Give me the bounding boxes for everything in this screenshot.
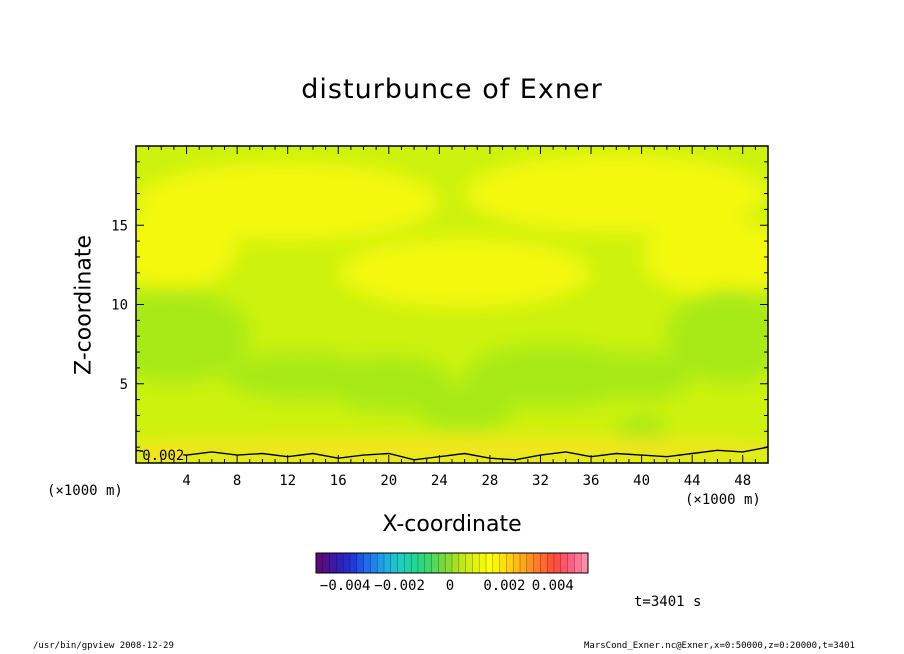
colorbar-swatch: [526, 553, 535, 573]
field-region: [338, 237, 592, 308]
colorbar-swatch: [513, 553, 521, 573]
colorbar-swatch: [458, 553, 467, 573]
colorbar-tick-label: 0.004: [532, 578, 574, 594]
x-tick-label: 40: [633, 473, 650, 489]
colorbar-swatch: [492, 553, 501, 573]
colorbar-swatch: [554, 553, 562, 573]
colorbar-swatch: [445, 553, 453, 573]
field-region: [464, 153, 768, 234]
x-tick-label: 8: [233, 473, 241, 489]
colorbar-swatch: [397, 553, 405, 573]
colorbar-swatch: [370, 553, 378, 573]
chart-title: disturbunce of Exner: [301, 74, 603, 105]
colorbar-tick-label: −0.002: [374, 578, 425, 594]
colorbar-swatch: [472, 553, 480, 573]
colorbar-swatch: [452, 553, 460, 573]
colorbar-swatch: [547, 553, 555, 573]
colorbar-swatch: [350, 553, 358, 573]
x-tick-label: 4: [182, 473, 190, 489]
x-tick-label: 16: [330, 473, 347, 489]
colorbar-swatch: [404, 553, 412, 573]
colorbar-swatch: [533, 553, 541, 573]
colorbar-swatch: [560, 553, 569, 573]
x-tick-label: 24: [431, 473, 448, 489]
y-axis-label: Z-coordinate: [71, 235, 97, 375]
field-region: [641, 217, 768, 297]
x-tick-label: 12: [279, 473, 296, 489]
field-clip: [136, 146, 768, 463]
colorbar-swatch: [336, 553, 344, 573]
colorbar-swatch: [316, 553, 324, 573]
y-tick-label: 15: [111, 218, 128, 234]
colorbar-swatch: [329, 553, 337, 573]
colorbar-tick-label: 0.002: [483, 578, 525, 594]
colorbar-swatch: [465, 553, 473, 573]
contour-line: [135, 446, 769, 461]
colorbar-swatch: [506, 553, 514, 573]
colorbar-frame: [315, 552, 589, 574]
colorbar-swatch: [418, 553, 426, 573]
colorbar-swatch: [377, 553, 385, 573]
field-region: [414, 383, 516, 432]
colorbar-swatch: [322, 553, 331, 573]
field-region: [136, 161, 440, 242]
colorbar-swatch: [520, 553, 528, 573]
field-region: [464, 344, 642, 408]
colorbar: −0.004 −0.002 0 0.002 0.004: [315, 552, 589, 594]
field-region: [136, 288, 250, 384]
contour-label-bg: [143, 446, 184, 462]
colorbar-swatch: [390, 553, 399, 573]
plot-area: [136, 146, 768, 463]
x-axis-label-text: X-coordinate: [382, 512, 522, 537]
field-region: [666, 288, 768, 384]
footer-left: /usr/bin/gpview 2008-12-29: [33, 641, 174, 651]
time-label: t=3401 s: [634, 594, 702, 610]
colorbar-swatch: [499, 553, 507, 573]
colorbar-swatch: [438, 553, 446, 573]
x-axis-label: X-coordinate: [0, 512, 904, 537]
x-tick-label: 28: [481, 473, 498, 489]
colorbar-tick-label: 0: [446, 578, 454, 594]
colorbar-swatch: [343, 553, 351, 573]
x-tick-label: 48: [734, 473, 751, 489]
x-tick-label: 44: [684, 473, 701, 489]
x-tick-label: 20: [380, 473, 397, 489]
footer-right: MarsCond_Exner.nc@Exner,x=0:50000,z=0:20…: [584, 641, 855, 651]
colorbar-swatch: [384, 553, 392, 573]
colorbar-swatch: [574, 553, 582, 573]
x-tick-label: 36: [583, 473, 600, 489]
colorbar-swatch: [567, 553, 575, 573]
colorbar-swatch: [424, 553, 433, 573]
colorbar-tick-label: −0.004: [320, 578, 371, 594]
colorbar-swatch: [411, 553, 419, 573]
colorbar-swatch: [581, 553, 589, 573]
colorbar-swatch: [363, 553, 371, 573]
colorbar-swatch: [356, 553, 365, 573]
field-blobs: [136, 153, 768, 463]
x-tick-label: 32: [532, 473, 549, 489]
y-tick-label: 10: [111, 298, 128, 314]
colorbar-swatch: [486, 553, 494, 573]
colorbar-swatch: [479, 553, 487, 573]
y-tick-label: 5: [120, 377, 128, 393]
x-axis-unit-right: (×1000 m): [685, 492, 761, 508]
x-axis-unit-left: (×1000 m): [47, 483, 123, 499]
colorbar-swatch: [540, 553, 548, 573]
field-region: [591, 352, 693, 400]
colorbar-swatch: [431, 553, 439, 573]
